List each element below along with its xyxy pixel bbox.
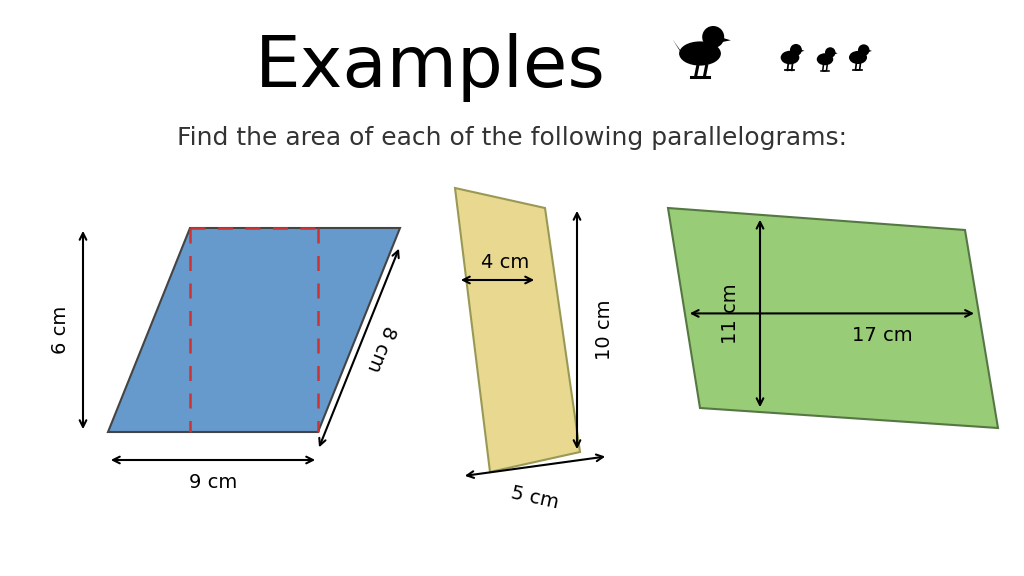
Ellipse shape: [817, 53, 834, 65]
Polygon shape: [834, 52, 838, 55]
Polygon shape: [825, 57, 833, 60]
Text: Find the area of each of the following parallelograms:: Find the area of each of the following p…: [177, 126, 847, 150]
Circle shape: [790, 44, 802, 56]
Circle shape: [702, 26, 724, 48]
Polygon shape: [791, 55, 799, 59]
Text: 6 cm: 6 cm: [51, 306, 71, 354]
Polygon shape: [859, 55, 866, 59]
Ellipse shape: [780, 51, 800, 65]
Polygon shape: [720, 37, 731, 43]
Ellipse shape: [679, 41, 721, 66]
Polygon shape: [703, 46, 718, 57]
Circle shape: [858, 44, 869, 56]
Text: 8 cm: 8 cm: [364, 322, 398, 374]
Polygon shape: [108, 228, 400, 432]
Text: 17 cm: 17 cm: [852, 326, 912, 345]
Text: 9 cm: 9 cm: [188, 472, 238, 491]
Text: 11 cm: 11 cm: [721, 283, 739, 344]
Polygon shape: [800, 49, 805, 52]
Polygon shape: [867, 50, 872, 52]
Circle shape: [825, 47, 836, 58]
Text: 5 cm: 5 cm: [509, 484, 561, 513]
Text: 10 cm: 10 cm: [596, 300, 614, 360]
Ellipse shape: [849, 51, 867, 64]
Polygon shape: [673, 39, 683, 57]
Polygon shape: [668, 208, 998, 428]
Text: 4 cm: 4 cm: [481, 252, 529, 271]
Polygon shape: [455, 188, 580, 472]
Text: Examples: Examples: [255, 33, 605, 103]
